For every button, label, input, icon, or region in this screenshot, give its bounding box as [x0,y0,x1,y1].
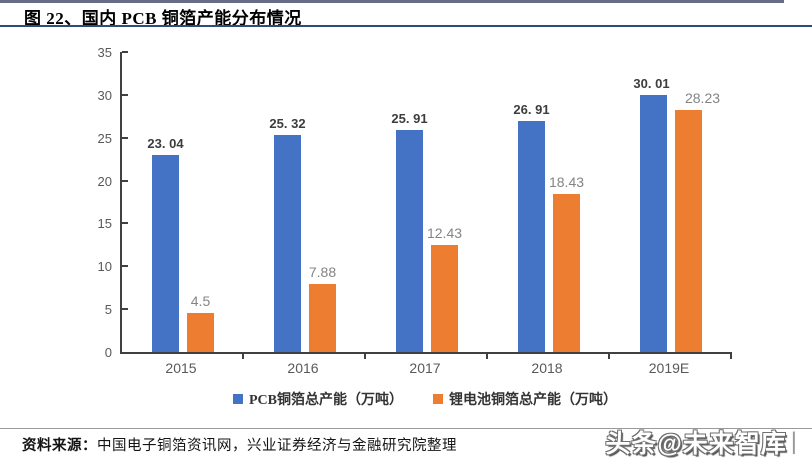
bar-value-label: 12.43 [426,225,463,242]
bar-column: 23. 04 [147,52,184,352]
top-rule [0,0,784,3]
bar-column: 25. 91 [391,52,428,352]
bar-group-2019E: 30. 01 28.23 [610,52,732,352]
y-axis-tick [122,179,128,182]
bar-value-label: 28.23 [684,90,721,107]
x-axis-tick [730,354,732,359]
bar-column: 28.23 [675,52,720,352]
legend-label-lithium: 锂电池铜箔总产能（万吨） [449,393,617,408]
x-axis-tick [608,354,610,359]
watermark-text: 头条@未来智库 [605,430,787,458]
bar-column: 4.5 [187,52,214,352]
y-axis-tick-label: 30 [97,87,112,103]
bar-value-label: 7.88 [308,264,337,281]
watermark: 头条@未来智库 | [605,424,798,460]
bar-pcb-2018 [518,121,545,352]
bar-lithium-2017 [431,245,458,352]
y-axis-tick-label: 0 [104,345,112,360]
bar-lithium-2016 [309,284,336,352]
bar-column: 18.43 [549,52,584,352]
x-axis-tick [364,354,366,359]
source-text: 中国电子铜箔资讯网，兴业证券经济与金融研究院整理 [97,438,457,454]
x-axis-label-2017: 2017 [409,360,441,376]
y-axis-tick [122,51,128,53]
bar-groups: 23. 04 4.5 25. 32 7.88 25. 91 12.43 26. 91 18.4… [122,52,732,352]
watermark-cursor: | [790,428,798,455]
x-axis-tick [486,354,488,359]
y-axis-tick [122,222,128,225]
bar-value-label: 18.43 [548,174,585,191]
x-axis-label-2019E: 2019E [648,360,690,376]
bar-column: 25. 32 [269,52,306,352]
bar-column: 26. 91 [513,52,550,352]
bar-value-label: 30. 01 [633,75,670,91]
bar-pcb-2015 [152,154,179,352]
y-axis-tick-label: 20 [97,173,112,189]
legend-item-pcb: PCB铜箔总产能（万吨） [233,389,403,409]
bar-column: 12.43 [427,52,462,352]
y-axis-tick-label: 5 [104,302,112,318]
bar-group-2017: 25. 91 12.43 [366,52,488,352]
y-axis-tick [122,308,128,311]
bar-value-label: 4.5 [190,293,211,310]
y-axis-tick-label: 15 [97,216,112,232]
y-axis-tick [122,265,128,268]
bar-column: 7.88 [309,52,336,352]
figure-title: 图 22、国内 PCB 铜箔产能分布情况 [24,9,302,28]
bar-lithium-2019E [675,110,702,352]
source-label: 资料来源： [22,438,97,454]
bar-value-label: 25. 32 [269,115,306,131]
legend-item-lithium: 锂电池铜箔总产能（万吨） [433,389,617,409]
y-axis-tick [122,136,128,139]
bar-pcb-2019E [640,94,667,352]
x-axis-label-2016: 2016 [287,360,319,376]
bar-group-2018: 26. 91 18.43 [488,52,610,352]
x-axis-tick [242,354,244,359]
legend: PCB铜箔总产能（万吨） 锂电池铜箔总产能（万吨） [120,389,730,409]
bar-group-2015: 23. 04 4.5 [122,52,244,352]
y-axis-tick-label: 25 [97,130,112,146]
footer-rule [0,428,812,429]
bar-value-label: 25. 91 [391,110,428,126]
x-axis-labels: 2015 2016 2017 2018 2019E [120,360,730,376]
title-underline [0,25,812,27]
bar-group-2016: 25. 32 7.88 [244,52,366,352]
plot-area: 23. 04 4.5 25. 32 7.88 25. 91 12.43 26. 91 18.4… [98,46,732,359]
bar-lithium-2015 [187,313,214,352]
y-axis-tick [122,93,128,96]
bar-column: 30. 01 [633,52,670,352]
bar-value-label: 23. 04 [147,135,184,151]
y-axis-tick-label: 10 [97,259,112,275]
bar-value-label: 26. 91 [513,102,550,118]
bar-pcb-2016 [274,134,301,352]
x-axis-label-2015: 2015 [165,360,197,376]
legend-swatch-orange-icon [433,394,443,404]
legend-swatch-blue-icon [233,394,243,404]
bar-lithium-2018 [553,194,580,352]
source-note: 资料来源：中国电子铜箔资讯网，兴业证券经济与金融研究院整理 [22,434,457,455]
bar-pcb-2017 [396,129,423,352]
legend-label-pcb: PCB铜箔总产能（万吨） [249,393,403,408]
y-axis-tick-label: 35 [97,45,112,60]
x-axis-label-2018: 2018 [531,360,563,376]
